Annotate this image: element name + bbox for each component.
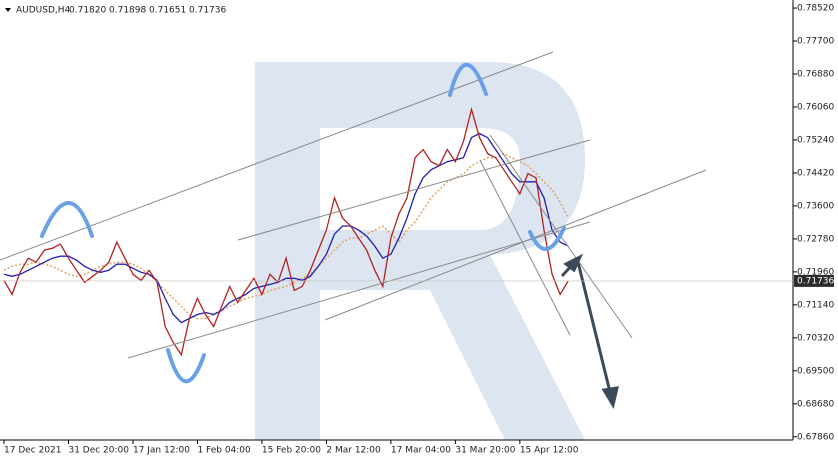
x-tick-label: 31 Dec 20:00 xyxy=(68,446,129,456)
plot xyxy=(3,106,569,357)
watermark xyxy=(255,62,585,440)
x-tick-label: 31 Mar 20:00 xyxy=(455,446,515,456)
y-tick-label: 0.76880 xyxy=(797,70,834,80)
close: 0.71736 xyxy=(189,6,226,16)
y-tick-label: 0.69500 xyxy=(797,366,834,376)
low: 0.71651 xyxy=(149,6,186,16)
high: 0.71898 xyxy=(109,6,146,16)
y-tick-label: 0.76060 xyxy=(797,102,834,112)
y-tick-label: 0.70320 xyxy=(797,333,834,343)
y-tick-label: 0.68680 xyxy=(797,399,834,409)
x-tick-label: 2 Mar 12:00 xyxy=(326,446,381,456)
y-tick-label: 0.67860 xyxy=(797,432,834,442)
x-tick-label: 17 Dec 2021 xyxy=(4,446,62,456)
swing-arcs xyxy=(40,62,566,384)
x-tick-label: 17 Mar 04:00 xyxy=(391,446,451,456)
x-tick-label: 15 Apr 12:00 xyxy=(520,446,579,456)
y-tick-label: 0.71140 xyxy=(797,300,834,310)
header: AUDUSD,H4 0.71820 0.71898 0.71651 0.7173… xyxy=(5,6,226,16)
y-tick-label: 0.75240 xyxy=(797,135,834,145)
forecast-arrows xyxy=(560,253,619,409)
y-tick-label: 0.72780 xyxy=(797,234,834,244)
x-tick-label: 17 Jan 12:00 xyxy=(133,446,190,456)
y-tick-label: 0.71960 xyxy=(797,267,834,277)
series-line xyxy=(3,106,569,357)
y-tick-label: 0.73600 xyxy=(797,201,834,211)
y-tick-label: 0.74420 xyxy=(797,168,834,178)
open: 0.71820 xyxy=(69,6,106,16)
series-line xyxy=(3,152,569,320)
symbol: AUDUSD,H4 xyxy=(16,6,71,16)
y-tick-label: 0.78520 xyxy=(797,4,834,14)
y-tick-label: 0.77700 xyxy=(797,37,834,47)
last-price-box xyxy=(794,274,834,287)
axes: 0.78520 0.77700 0.76880 0.76060 0.75240 0.744… xyxy=(0,4,834,456)
last-price-label: 0.71736 xyxy=(797,276,834,286)
x-tick-label: 15 Feb 20:00 xyxy=(262,446,321,456)
x-tick-label: 1 Feb 04:00 xyxy=(197,446,251,456)
